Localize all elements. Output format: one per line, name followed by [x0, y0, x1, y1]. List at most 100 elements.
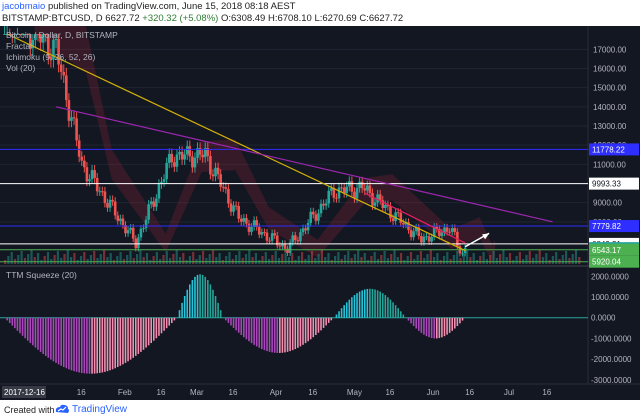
author-link[interactable]: jacobmaio [2, 1, 46, 12]
volume-bar [459, 258, 462, 264]
volume-bar [400, 253, 403, 264]
volume-bar [10, 252, 13, 264]
osc-tick-label: -3000.0000 [591, 376, 632, 385]
candle-body [196, 147, 199, 158]
candle-body [353, 191, 356, 199]
volume-bar [53, 255, 56, 264]
price-tick-label: 15000.00 [593, 84, 627, 93]
candle-body [288, 242, 292, 253]
volume-bar [350, 258, 353, 264]
volume-bar [175, 250, 178, 264]
volume-bar [235, 255, 238, 264]
candle-body [44, 34, 48, 35]
candle-body [178, 151, 181, 155]
volume-bar [334, 256, 337, 264]
candle-body [108, 199, 112, 208]
volume-bar [317, 254, 320, 264]
candle-body [232, 205, 235, 212]
trendline [364, 192, 466, 244]
candle-body [98, 191, 102, 193]
volume-bar [301, 252, 304, 264]
volume-bar [419, 251, 422, 264]
candle-body [21, 34, 24, 35]
candle-body [167, 153, 171, 163]
candle-body [203, 148, 207, 158]
volume-bar [83, 252, 86, 264]
volume-bar [116, 256, 119, 264]
candle-body [293, 235, 297, 241]
volume-bar [310, 251, 314, 264]
volume-bar [20, 251, 23, 264]
volume-bar [208, 254, 211, 264]
candle-body [88, 179, 91, 182]
candle-body [304, 228, 307, 231]
legend-fractal: Fractal [6, 41, 32, 51]
ichimoku-cloud [34, 0, 496, 263]
candle-body [111, 199, 114, 202]
volume-bar [281, 254, 284, 264]
legend-title: Bitcoin / Dollar, D, BITSTAMP [6, 30, 118, 40]
candle-body [296, 240, 300, 242]
volume-bar [469, 257, 472, 264]
volume-bar [574, 250, 578, 264]
candle-body [52, 39, 55, 60]
price-badge-label: 6543.17 [592, 246, 621, 255]
volume-bar [442, 256, 446, 264]
price-badge [589, 220, 639, 233]
volume-bar [314, 258, 317, 264]
candle-body [278, 245, 282, 247]
volume-bar [56, 251, 59, 264]
candle-body [270, 233, 274, 241]
volume-bar [99, 254, 102, 264]
candle-body [275, 235, 279, 246]
candle-body [36, 34, 40, 35]
candle-body [10, 34, 14, 35]
footer: Created with TradingView [0, 400, 640, 420]
candle-body [75, 118, 78, 141]
volume-bar [60, 258, 63, 264]
osc-tick-label: 0.0000 [591, 314, 616, 323]
candle-body [155, 198, 158, 207]
candle-body [245, 217, 248, 224]
osc-tick-label: -1000.0000 [591, 334, 632, 343]
candle-body [85, 167, 89, 182]
candle-body [160, 181, 163, 185]
price-tick-label: 17000.00 [593, 45, 627, 54]
volume-bar [386, 258, 389, 264]
tradingview-brand[interactable]: TradingView [72, 404, 128, 415]
candle-body [80, 156, 84, 161]
volume-bar [373, 252, 376, 264]
volume-bar [525, 255, 528, 264]
volume-bar [89, 255, 92, 264]
volume-bar [152, 256, 155, 264]
volume-bar [495, 258, 498, 264]
volume-bar [571, 254, 574, 264]
candle-body [185, 146, 189, 155]
candle-body [162, 179, 166, 182]
candle-body [404, 222, 408, 225]
price-tick-label: 16000.00 [593, 65, 627, 74]
candle-body [149, 201, 153, 205]
volume-bar [248, 250, 251, 264]
time-tick-label: 16 [542, 388, 551, 397]
candle-body [265, 232, 269, 241]
chart-area[interactable]: 17000.00 16000.00 15000.00 14000.00 13000.00… [0, 0, 640, 400]
volume-bar [264, 252, 267, 264]
volume-bar [515, 256, 518, 264]
candle-body [389, 206, 392, 219]
volume-bar [538, 250, 541, 264]
volume-bar [492, 251, 495, 264]
volume-bar [568, 258, 571, 264]
candle-body [414, 227, 418, 232]
chart-canvas[interactable]: 17000.00 16000.00 15000.00 14000.00 13000.00… [0, 0, 640, 400]
candle-body [358, 181, 361, 189]
volume-bar [139, 250, 142, 264]
volume-bar [502, 250, 505, 264]
volume-bar [528, 251, 531, 264]
candle-body [224, 187, 228, 189]
time-tick-label: 16 [308, 388, 317, 397]
volume-bar [479, 256, 482, 264]
candle-body [317, 213, 320, 221]
volume-bar [238, 251, 241, 264]
candle-body [309, 211, 313, 223]
